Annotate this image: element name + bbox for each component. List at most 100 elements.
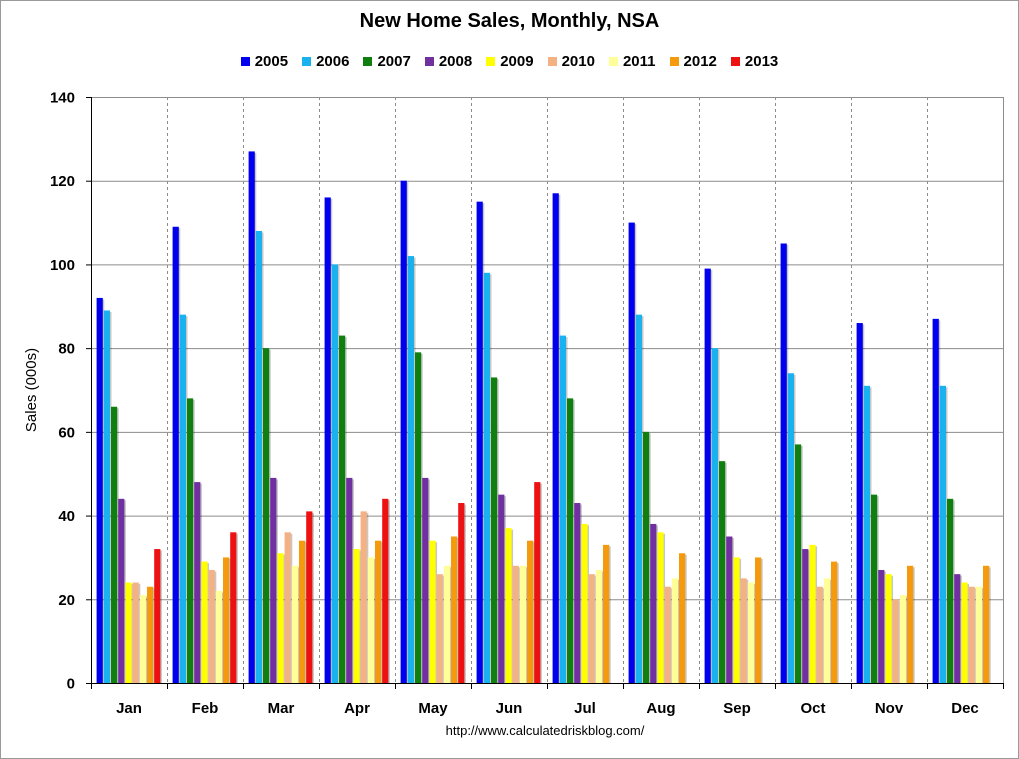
y-tick-label: 40 xyxy=(58,508,75,525)
bar-2012-May xyxy=(451,536,458,683)
y-tick-label: 60 xyxy=(58,424,75,441)
x-tick-label: Feb xyxy=(192,700,219,717)
bar-2010-Jan xyxy=(132,582,139,683)
legend-swatch xyxy=(730,57,740,66)
bar-2012-Mar xyxy=(299,540,306,683)
bar-2013-Jan xyxy=(154,549,161,683)
bar-2013-Mar xyxy=(306,511,313,683)
bar-2010-Oct xyxy=(816,586,823,683)
bar-2005-Jul xyxy=(552,193,559,683)
bar-2010-Apr xyxy=(360,511,367,683)
bar-2011-Aug xyxy=(671,578,678,683)
legend-label: 2007 xyxy=(377,53,411,70)
legend-label: 2005 xyxy=(254,53,289,70)
bar-2011-Feb xyxy=(215,590,222,683)
x-tick-label: Jul xyxy=(574,700,596,717)
bar-2013-Feb xyxy=(230,532,237,683)
legend-label: 2013 xyxy=(744,53,779,70)
bar-2012-Jan xyxy=(147,586,154,683)
bar-2006-Aug xyxy=(635,314,642,683)
legend-swatch xyxy=(608,57,618,66)
legend-swatch xyxy=(240,57,250,66)
bar-2008-Feb xyxy=(194,482,201,683)
bar-2011-May xyxy=(443,565,450,683)
bar-2006-Sep xyxy=(711,348,718,683)
legend-label: 2006 xyxy=(316,53,350,70)
legend-label: 2011 xyxy=(622,53,656,70)
bar-2005-Dec xyxy=(932,318,939,683)
bar-2013-Jun xyxy=(534,482,541,683)
bar-2011-Jan xyxy=(139,595,146,683)
legend-item-2013: 2013 xyxy=(730,53,779,70)
bar-2005-Mar xyxy=(248,151,255,683)
bar-2006-May xyxy=(407,256,414,683)
legend-item-2012: 2012 xyxy=(669,53,717,70)
bar-2010-May xyxy=(436,574,443,683)
x-tick-label: Apr xyxy=(344,700,370,717)
x-tick-label: Jun xyxy=(496,700,523,717)
legend-item-2006: 2006 xyxy=(302,53,349,70)
bar-2009-Aug xyxy=(657,532,664,683)
bar-2005-Feb xyxy=(172,226,179,683)
bar-2008-Dec xyxy=(954,574,961,683)
x-tick-label: Dec xyxy=(951,700,979,717)
bar-2009-Apr xyxy=(353,549,360,683)
x-tick-label: Jan xyxy=(116,700,142,717)
bar-2006-Jul xyxy=(559,335,566,683)
bar-2008-Jul xyxy=(574,503,581,683)
bar-2011-Dec xyxy=(975,586,982,683)
y-tick-label: 140 xyxy=(50,90,75,107)
bar-2008-Jan xyxy=(118,498,125,683)
bar-2008-Apr xyxy=(346,477,353,683)
bar-2008-Sep xyxy=(726,536,733,683)
legend-item-2007: 2007 xyxy=(363,53,411,70)
chart-title: New Home Sales, Monthly, NSA xyxy=(359,10,660,32)
x-tick-label: Sep xyxy=(723,700,751,717)
bar-2005-Nov xyxy=(856,323,863,683)
legend-item-2009: 2009 xyxy=(486,53,534,70)
bar-2012-Dec xyxy=(983,565,990,683)
bar-2010-Mar xyxy=(284,532,291,683)
bar-2011-Oct xyxy=(823,578,830,683)
legend-swatch xyxy=(486,57,496,66)
bar-2012-Jul xyxy=(603,544,610,683)
bar-2005-Oct xyxy=(780,243,787,683)
legend-item-2010: 2010 xyxy=(547,53,595,70)
bar-2008-Nov xyxy=(878,569,885,683)
legend-label: 2008 xyxy=(438,53,473,70)
bar-2008-Mar xyxy=(270,477,277,683)
bar-2009-May xyxy=(429,540,436,683)
bar-2007-Feb xyxy=(187,398,194,683)
bar-2006-Jan xyxy=(103,310,110,683)
bar-2006-Feb xyxy=(179,314,186,683)
bar-2011-Mar xyxy=(291,565,298,683)
legend-item-2011: 2011 xyxy=(608,53,656,70)
bar-2007-Mar xyxy=(263,348,270,683)
bar-2008-Oct xyxy=(802,549,809,683)
bar-2008-Aug xyxy=(650,523,657,683)
x-tick-label: Mar xyxy=(268,700,295,717)
bar-2012-Apr xyxy=(375,540,382,683)
bar-2010-Dec xyxy=(968,586,975,683)
bar-2011-Nov xyxy=(899,595,906,683)
bar-2010-Aug xyxy=(664,586,671,683)
bar-2009-Jun xyxy=(505,528,512,683)
x-tick-label: May xyxy=(418,700,448,717)
bar-2012-Oct xyxy=(831,561,838,683)
bar-2005-Apr xyxy=(324,197,331,683)
bar-2007-Jun xyxy=(491,377,498,683)
bar-2012-Aug xyxy=(679,553,686,683)
bar-2010-Jun xyxy=(512,565,519,683)
bar-2006-Oct xyxy=(787,373,794,683)
y-tick-label: 80 xyxy=(58,341,75,358)
bar-2007-May xyxy=(415,352,422,683)
bar-2011-Sep xyxy=(747,582,754,683)
bar-2010-Nov xyxy=(892,599,899,683)
y-tick-label: 100 xyxy=(50,257,75,274)
bar-2009-Dec xyxy=(961,582,968,683)
bar-2013-Apr xyxy=(382,498,389,683)
bar-2009-Mar xyxy=(277,553,284,683)
legend-label: 2012 xyxy=(683,53,717,70)
bar-2012-Nov xyxy=(907,565,914,683)
